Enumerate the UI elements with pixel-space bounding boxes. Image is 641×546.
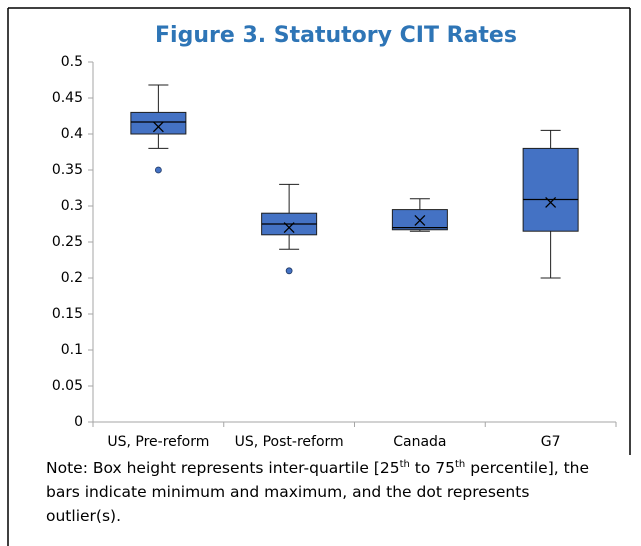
x-tick-label: Canada: [393, 434, 446, 450]
mean-marker: [152, 121, 164, 133]
mean-marker: [414, 214, 426, 226]
outlier: [154, 166, 162, 174]
note-superscript: th: [455, 458, 466, 470]
outlier: [285, 267, 293, 275]
x-tick-label: US, Pre-reform: [107, 434, 209, 450]
y-tick-label: 0.25: [52, 234, 83, 250]
note-text: to 75: [409, 459, 455, 477]
mean-marker: [545, 196, 557, 208]
chart-title: Figure 3. Statutory CIT Rates: [155, 23, 517, 48]
note-superscript: th: [399, 458, 410, 470]
y-tick-label: 0.45: [52, 90, 83, 106]
note-text: Note: Box height represents inter-quarti…: [46, 459, 400, 477]
y-tick-label: 0: [74, 414, 83, 430]
note-text: percentile], the bars indicate minimum a…: [46, 459, 590, 525]
box: [522, 147, 579, 232]
box: [130, 111, 187, 135]
y-tick-label: 0.1: [61, 342, 83, 358]
y-tick-label: 0.05: [52, 378, 83, 394]
y-tick-label: 0.2: [61, 270, 83, 286]
y-tick-label: 0.4: [61, 126, 83, 142]
note: Note: Box height represents inter-quarti…: [46, 456, 606, 528]
x-tick-label: G7: [541, 434, 561, 450]
y-tick-label: 0.3: [61, 198, 83, 214]
y-tick-label: 0.5: [61, 54, 83, 70]
x-tick-label: US, Post-reform: [235, 434, 344, 450]
y-tick-label: 0.15: [52, 306, 83, 322]
y-tick-label: 0.35: [52, 162, 83, 178]
mean-marker: [283, 222, 295, 234]
